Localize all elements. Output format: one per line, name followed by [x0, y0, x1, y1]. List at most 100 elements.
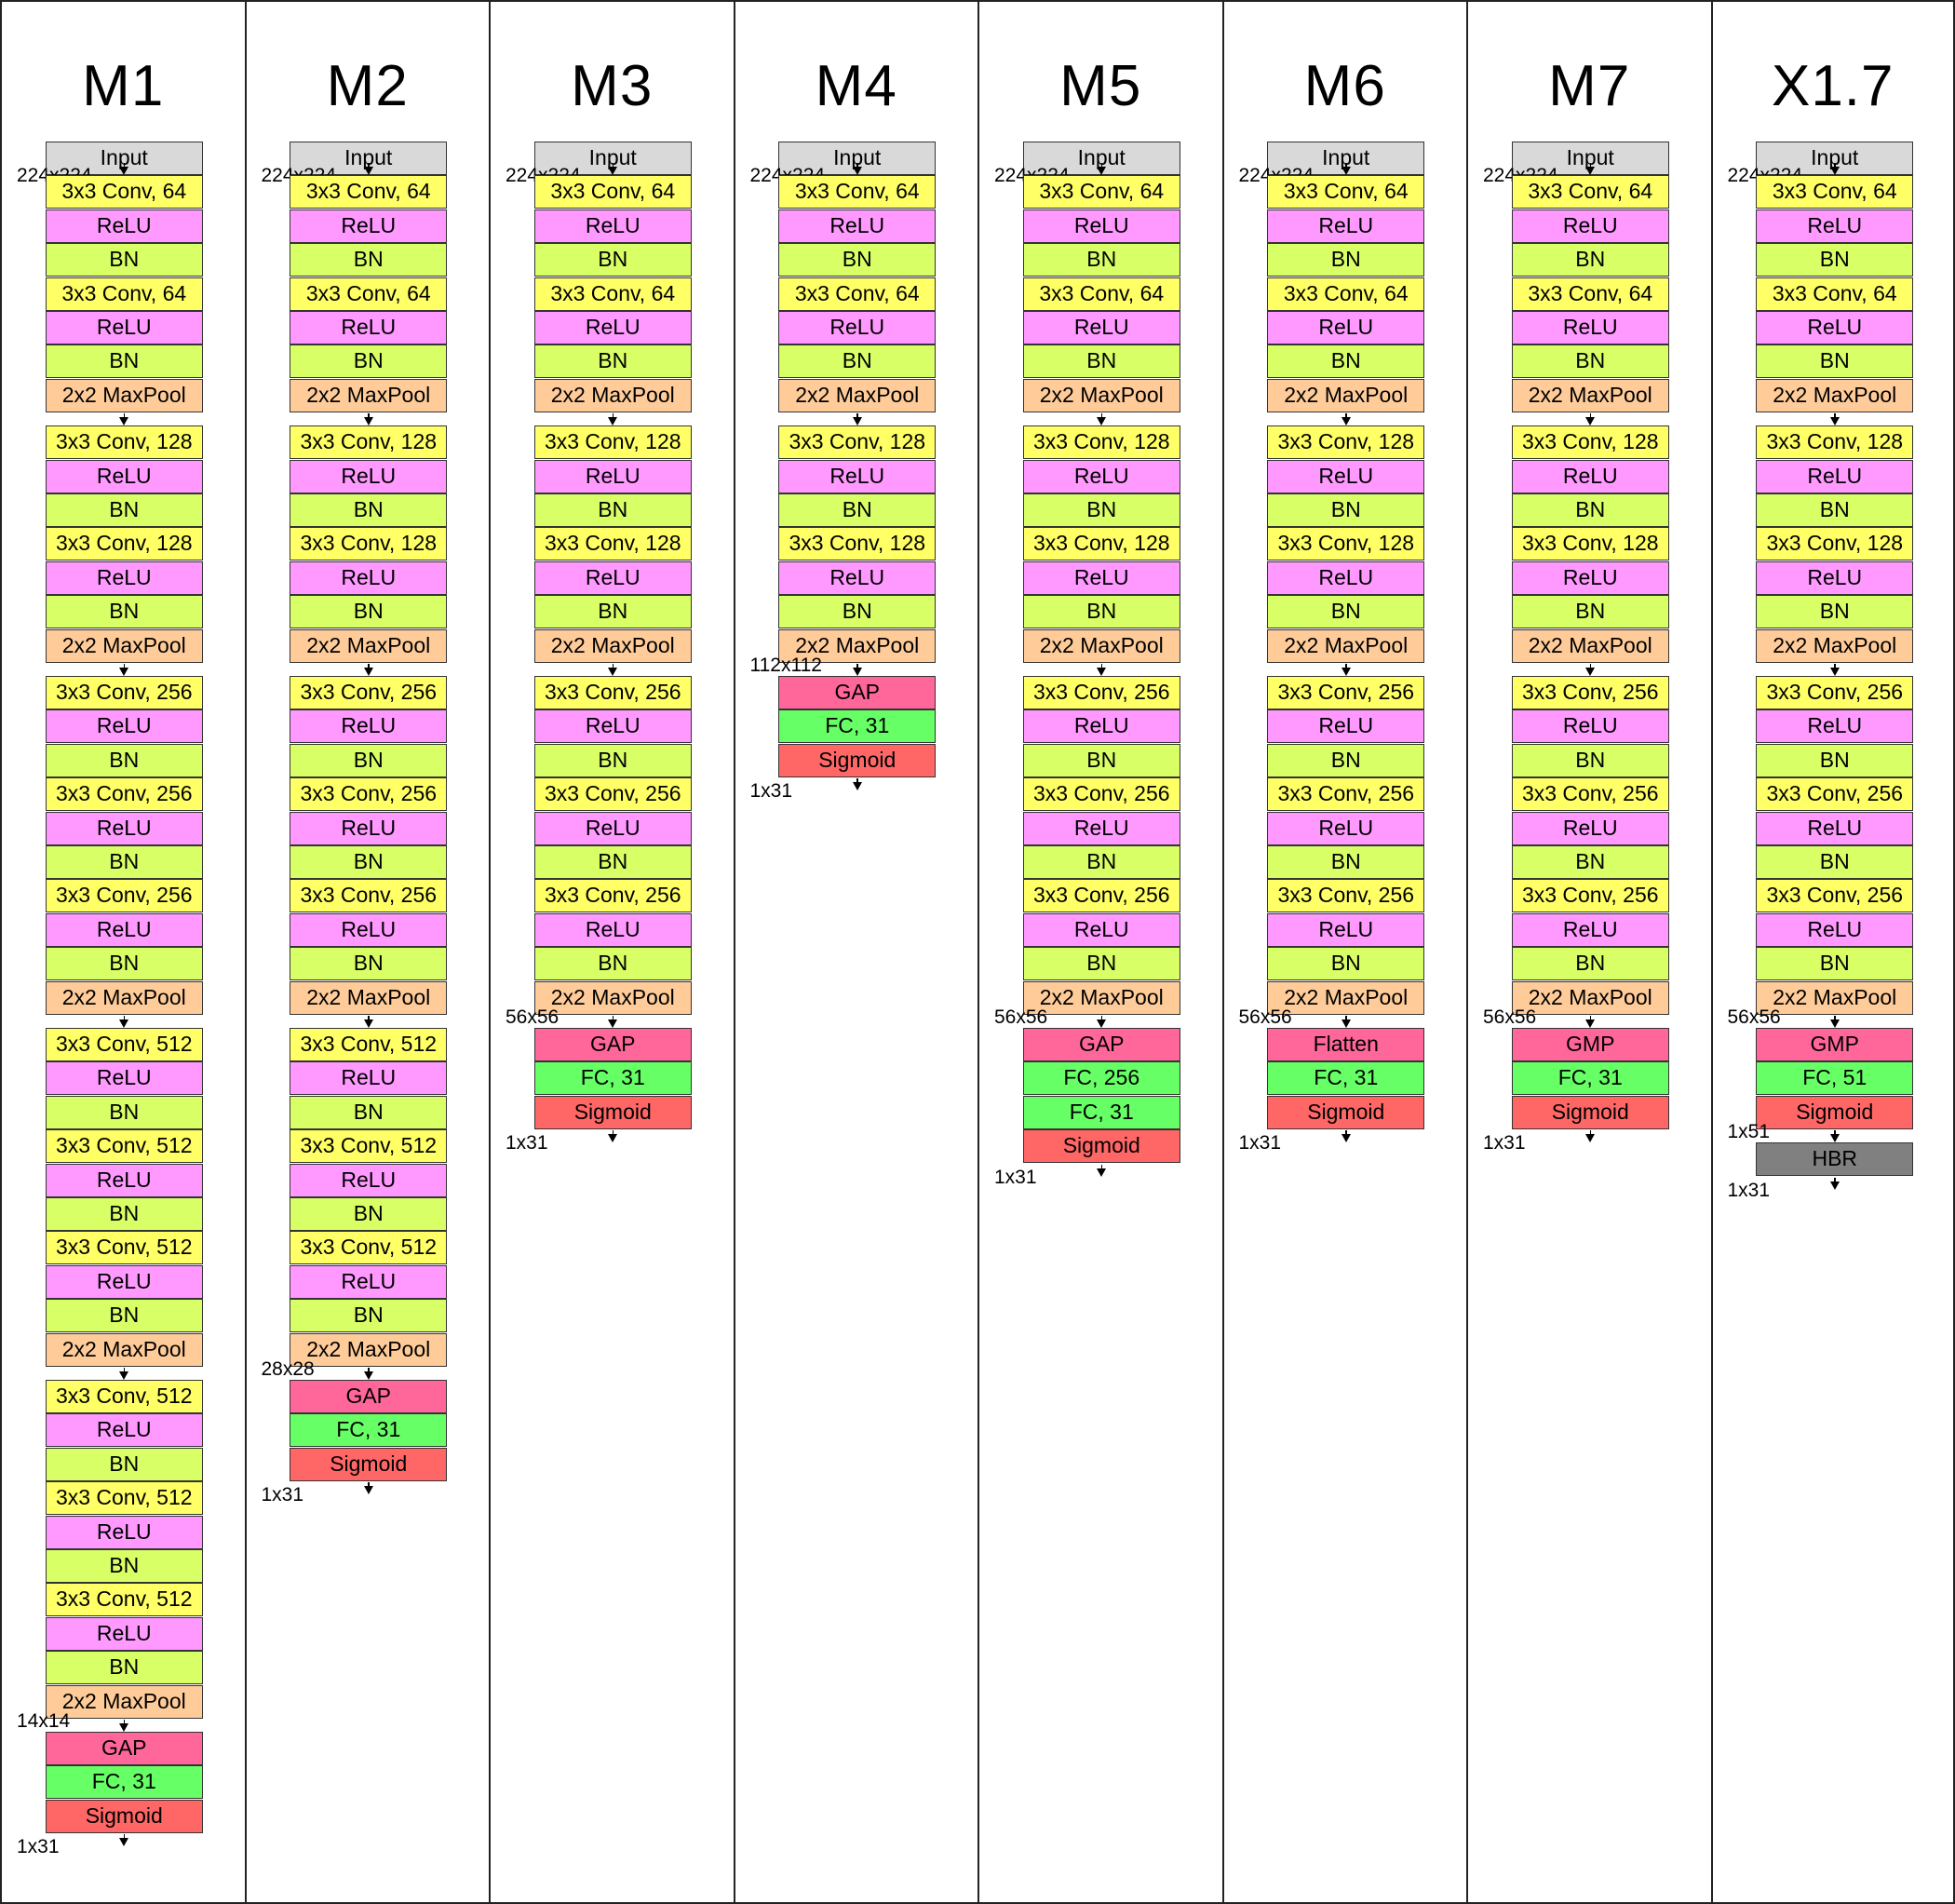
layer-conv: 3x3 Conv, 256	[290, 676, 448, 709]
layer-pool: 2x2 MaxPool	[45, 378, 203, 412]
flow-arrow-stem	[1100, 664, 1102, 669]
layer-relu: ReLU	[290, 1163, 448, 1197]
model-title: M2	[326, 54, 409, 118]
flow-arrow	[1829, 1134, 1840, 1143]
layer-fc: FC, 31	[1511, 1061, 1669, 1096]
layer-conv: 3x3 Conv, 64	[290, 175, 448, 209]
layer-conv: 3x3 Conv, 512	[45, 1481, 203, 1516]
layer-pool: 2x2 MaxPool	[533, 980, 692, 1015]
layer-relu: ReLU	[1267, 709, 1425, 744]
flow-arrow	[1341, 1020, 1351, 1028]
layer-relu: ReLU	[533, 811, 692, 845]
layer-conv: 3x3 Conv, 128	[1022, 527, 1180, 561]
flow-arrow	[363, 668, 373, 676]
layer-sigmoid: Sigmoid	[1511, 1095, 1669, 1129]
layer-fc: FC, 31	[1022, 1095, 1180, 1129]
layer-conv: 3x3 Conv, 256	[45, 777, 203, 812]
flow-arrow-stem	[612, 1130, 613, 1137]
layer-bn: BN	[533, 947, 692, 981]
layer-pool: 2x2 MaxPool	[778, 378, 937, 412]
layer-relu: ReLU	[290, 560, 448, 595]
flow-arrow-stem	[123, 1720, 125, 1725]
layer-relu: ReLU	[1267, 209, 1425, 243]
layer-pool: 2x2 MaxPool	[1022, 378, 1180, 412]
layer-bn: BN	[533, 243, 692, 277]
layer-bn: BN	[45, 344, 203, 379]
layer-pool: 2x2 MaxPool	[1511, 980, 1669, 1015]
layer-pool: 2x2 MaxPool	[45, 980, 203, 1015]
flow-arrow	[1341, 668, 1351, 676]
layer-bn: BN	[778, 243, 937, 277]
layer-fc: FC, 31	[778, 709, 937, 744]
flow-arrow-stem	[123, 1368, 125, 1373]
layer-conv: 3x3 Conv, 128	[1511, 527, 1669, 561]
layer-bn: BN	[290, 845, 448, 879]
layer-conv: 3x3 Conv, 128	[290, 425, 448, 460]
dimension-label: 14x14	[17, 1710, 71, 1732]
flow-arrow	[1829, 668, 1840, 676]
layer-relu: ReLU	[1022, 811, 1180, 845]
layer-bn: BN	[533, 595, 692, 629]
dimension-label: 56x56	[1238, 1006, 1292, 1028]
layer-relu: ReLU	[1022, 311, 1180, 344]
layer-pool: 2x2 MaxPool	[1511, 628, 1669, 663]
input-arrow	[1097, 167, 1107, 176]
flow-arrow-stem	[368, 163, 370, 169]
layer-conv: 3x3 Conv, 512	[45, 1028, 203, 1061]
layer-pool: 2x2 MaxPool	[778, 628, 937, 663]
layer-relu: ReLU	[1756, 912, 1914, 947]
layer-relu: ReLU	[1756, 311, 1914, 344]
input-arrow	[852, 167, 862, 176]
dimension-label: 56x56	[994, 1006, 1048, 1028]
layer-pool: 2x2 MaxPool	[290, 980, 448, 1015]
layer-bn: BN	[45, 947, 203, 981]
flow-arrow-stem	[1345, 413, 1347, 420]
layer-conv: 3x3 Conv, 256	[290, 879, 448, 913]
layer-relu: ReLU	[1267, 459, 1425, 493]
layer-conv: 3x3 Conv, 64	[778, 277, 937, 311]
layer-relu: ReLU	[778, 311, 937, 344]
flow-arrow-stem	[123, 664, 125, 669]
layer-relu: ReLU	[1022, 709, 1180, 744]
layer-relu: ReLU	[1511, 311, 1669, 344]
layer-bn: BN	[1022, 243, 1180, 277]
layer-conv: 3x3 Conv, 256	[1022, 676, 1180, 709]
flow-arrow-stem	[612, 1016, 613, 1021]
input-arrow	[608, 167, 618, 176]
output-arrow	[1829, 1181, 1840, 1190]
layer-bn: BN	[778, 595, 937, 629]
layer-conv: 3x3 Conv, 512	[45, 1129, 203, 1164]
flow-arrow-stem	[1345, 163, 1347, 169]
layer-bn: BN	[1756, 595, 1914, 629]
flow-arrow-stem	[368, 1016, 370, 1021]
layer-bn: BN	[1511, 845, 1669, 879]
layer-pool: 2x2 MaxPool	[290, 628, 448, 663]
flow-arrow	[852, 417, 862, 426]
flow-arrow-stem	[1589, 413, 1591, 420]
layer-bn: BN	[45, 243, 203, 277]
layer-bn: BN	[1022, 845, 1180, 879]
layer-relu: ReLU	[45, 209, 203, 243]
flow-arrow	[119, 1371, 129, 1380]
layer-bn: BN	[1511, 947, 1669, 981]
dimension-label: 28x28	[261, 1358, 315, 1380]
layer-bn: BN	[1267, 595, 1425, 629]
model-title: M5	[1059, 54, 1142, 118]
flow-arrow	[608, 1020, 618, 1028]
layer-pool: 2x2 MaxPool	[533, 628, 692, 663]
dimension-label: 112x112	[749, 655, 822, 676]
layer-relu: ReLU	[45, 1061, 203, 1096]
flow-arrow-stem	[1100, 163, 1102, 169]
layer-conv: 3x3 Conv, 256	[1511, 676, 1669, 709]
flow-arrow-stem	[1589, 163, 1591, 169]
layer-conv: 3x3 Conv, 512	[45, 1231, 203, 1265]
layer-sigmoid: Sigmoid	[290, 1447, 448, 1481]
layer-relu: ReLU	[45, 1413, 203, 1448]
flow-arrow	[363, 1020, 373, 1028]
layer-conv: 3x3 Conv, 256	[45, 879, 203, 913]
